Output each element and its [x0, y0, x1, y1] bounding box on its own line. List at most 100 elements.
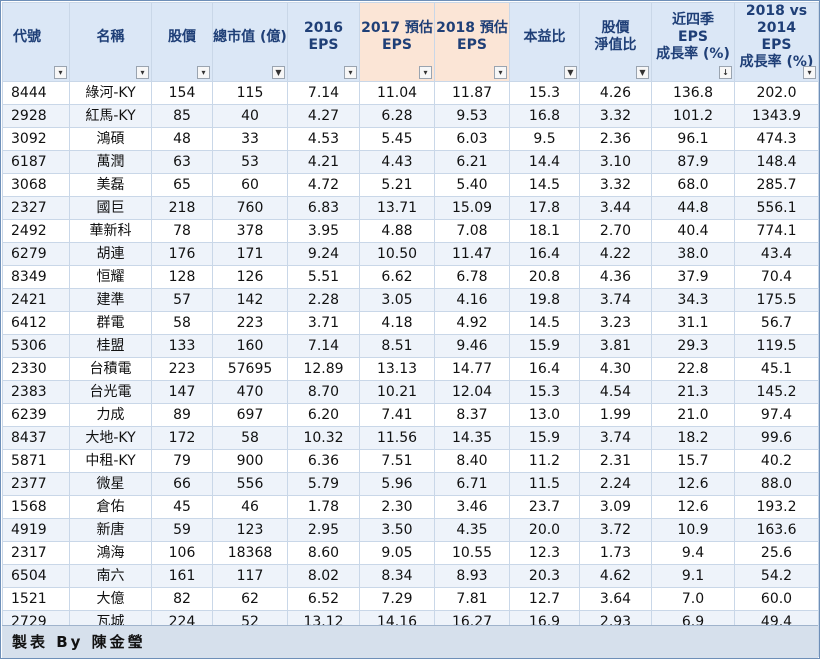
- cell-pb-ratio[interactable]: 4.62: [579, 564, 652, 588]
- table-row[interactable]: 2492 華新科 78 378 3.95 4.88 7.08 18.1 2.70 40.4 774.…: [2, 219, 819, 243]
- cell-eps-2017-est[interactable]: 10.21: [359, 380, 435, 404]
- cell-pb-ratio[interactable]: 2.70: [579, 219, 652, 243]
- cell-price[interactable]: 218: [151, 196, 213, 220]
- cell-pb-ratio[interactable]: 3.09: [579, 495, 652, 519]
- cell-eps-2016[interactable]: 4.53: [287, 127, 360, 151]
- table-row[interactable]: 2317 鴻海 106 18368 8.60 9.05 10.55 12.3 1.73 9.4 25…: [2, 541, 819, 565]
- cell-pb-ratio[interactable]: 3.44: [579, 196, 652, 220]
- cell-eps-growth-2018-vs-2014[interactable]: 1343.9: [734, 104, 819, 128]
- cell-eps-growth-2018-vs-2014[interactable]: 56.7: [734, 311, 819, 335]
- cell-code[interactable]: 6412: [2, 311, 70, 335]
- cell-eps-growth-4q[interactable]: 9.1: [651, 564, 735, 588]
- cell-market-cap[interactable]: 470: [212, 380, 288, 404]
- cell-price[interactable]: 85: [151, 104, 213, 128]
- cell-eps-2017-est[interactable]: 11.56: [359, 426, 435, 450]
- cell-pb-ratio[interactable]: 1.99: [579, 403, 652, 427]
- table-row[interactable]: 3068 美磊 65 60 4.72 5.21 5.40 14.5 3.32 68.0 285.7: [2, 173, 819, 197]
- cell-market-cap[interactable]: 123: [212, 518, 288, 542]
- cell-price[interactable]: 82: [151, 587, 213, 611]
- cell-eps-2018-est[interactable]: 14.77: [434, 357, 510, 381]
- cell-eps-2017-est[interactable]: 8.51: [359, 334, 435, 358]
- cell-eps-growth-2018-vs-2014[interactable]: 25.6: [734, 541, 819, 565]
- cell-market-cap[interactable]: 58: [212, 426, 288, 450]
- table-row[interactable]: 6504 南六 161 117 8.02 8.34 8.93 20.3 4.62 9.1 54.2: [2, 564, 819, 588]
- cell-eps-2016[interactable]: 1.78: [287, 495, 360, 519]
- cell-price[interactable]: 78: [151, 219, 213, 243]
- cell-eps-2016[interactable]: 7.14: [287, 334, 360, 358]
- table-row[interactable]: 1521 大億 82 62 6.52 7.29 7.81 12.7 3.64 7.0 60.0: [2, 587, 819, 611]
- cell-pb-ratio[interactable]: 3.81: [579, 334, 652, 358]
- col-header-eps-2018-est[interactable]: 2018 預估 EPS ▾: [434, 2, 510, 82]
- cell-pe-ratio[interactable]: 14.5: [509, 173, 580, 197]
- cell-price[interactable]: 161: [151, 564, 213, 588]
- cell-eps-2016[interactable]: 6.52: [287, 587, 360, 611]
- cell-price[interactable]: 59: [151, 518, 213, 542]
- cell-price[interactable]: 147: [151, 380, 213, 404]
- cell-eps-2016[interactable]: 2.28: [287, 288, 360, 312]
- cell-market-cap[interactable]: 900: [212, 449, 288, 473]
- cell-eps-growth-2018-vs-2014[interactable]: 285.7: [734, 173, 819, 197]
- cell-eps-2016[interactable]: 8.60: [287, 541, 360, 565]
- cell-pb-ratio[interactable]: 3.23: [579, 311, 652, 335]
- cell-pe-ratio[interactable]: 15.9: [509, 334, 580, 358]
- cell-code[interactable]: 2377: [2, 472, 70, 496]
- cell-pe-ratio[interactable]: 20.8: [509, 265, 580, 289]
- col-header-name[interactable]: 名稱 ▾: [69, 2, 152, 82]
- cell-eps-2016[interactable]: 5.79: [287, 472, 360, 496]
- cell-eps-2018-est[interactable]: 5.40: [434, 173, 510, 197]
- cell-eps-2016[interactable]: 6.83: [287, 196, 360, 220]
- cell-price[interactable]: 66: [151, 472, 213, 496]
- cell-eps-growth-2018-vs-2014[interactable]: 119.5: [734, 334, 819, 358]
- cell-pb-ratio[interactable]: 1.73: [579, 541, 652, 565]
- cell-pe-ratio[interactable]: 20.0: [509, 518, 580, 542]
- cell-name[interactable]: 倉佑: [69, 495, 152, 519]
- cell-price[interactable]: 89: [151, 403, 213, 427]
- col-header-pb-ratio[interactable]: 股價 淨值比 ▼: [579, 2, 652, 82]
- cell-market-cap[interactable]: 18368: [212, 541, 288, 565]
- cell-market-cap[interactable]: 46: [212, 495, 288, 519]
- table-row[interactable]: 2383 台光電 147 470 8.70 10.21 12.04 15.3 4.54 21.3 1…: [2, 380, 819, 404]
- cell-name[interactable]: 南六: [69, 564, 152, 588]
- cell-pe-ratio[interactable]: 16.4: [509, 242, 580, 266]
- cell-code[interactable]: 2928: [2, 104, 70, 128]
- col-header-code[interactable]: 代號 ▾: [2, 2, 70, 82]
- cell-pb-ratio[interactable]: 2.36: [579, 127, 652, 151]
- cell-name[interactable]: 萬潤: [69, 150, 152, 174]
- cell-market-cap[interactable]: 142: [212, 288, 288, 312]
- cell-eps-2017-est[interactable]: 9.05: [359, 541, 435, 565]
- cell-eps-growth-4q[interactable]: 29.3: [651, 334, 735, 358]
- cell-pb-ratio[interactable]: 3.72: [579, 518, 652, 542]
- cell-code[interactable]: 8437: [2, 426, 70, 450]
- cell-name[interactable]: 微星: [69, 472, 152, 496]
- col-header-eps-2016[interactable]: 2016 EPS ▾: [287, 2, 360, 82]
- cell-eps-2018-est[interactable]: 12.04: [434, 380, 510, 404]
- cell-eps-growth-4q[interactable]: 12.6: [651, 495, 735, 519]
- cell-eps-growth-4q[interactable]: 12.6: [651, 472, 735, 496]
- cell-eps-growth-2018-vs-2014[interactable]: 43.4: [734, 242, 819, 266]
- cell-eps-growth-4q[interactable]: 21.0: [651, 403, 735, 427]
- cell-eps-2018-est[interactable]: 6.21: [434, 150, 510, 174]
- cell-pb-ratio[interactable]: 4.26: [579, 81, 652, 105]
- cell-market-cap[interactable]: 126: [212, 265, 288, 289]
- cell-eps-growth-2018-vs-2014[interactable]: 97.4: [734, 403, 819, 427]
- cell-pe-ratio[interactable]: 12.7: [509, 587, 580, 611]
- cell-pe-ratio[interactable]: 11.2: [509, 449, 580, 473]
- cell-eps-growth-4q[interactable]: 68.0: [651, 173, 735, 197]
- col-header-pe-ratio[interactable]: 本益比 ▼: [509, 2, 580, 82]
- cell-pb-ratio[interactable]: 3.74: [579, 288, 652, 312]
- cell-eps-2018-est[interactable]: 9.53: [434, 104, 510, 128]
- cell-eps-growth-2018-vs-2014[interactable]: 45.1: [734, 357, 819, 381]
- cell-eps-2018-est[interactable]: 9.46: [434, 334, 510, 358]
- cell-eps-growth-2018-vs-2014[interactable]: 60.0: [734, 587, 819, 611]
- cell-name[interactable]: 美磊: [69, 173, 152, 197]
- sort-descending-icon[interactable]: ↓: [719, 66, 732, 79]
- cell-price[interactable]: 154: [151, 81, 213, 105]
- cell-eps-growth-4q[interactable]: 40.4: [651, 219, 735, 243]
- cell-pb-ratio[interactable]: 3.74: [579, 426, 652, 450]
- cell-eps-2016[interactable]: 8.70: [287, 380, 360, 404]
- cell-pe-ratio[interactable]: 15.9: [509, 426, 580, 450]
- filter-dropdown-icon[interactable]: ▾: [344, 66, 357, 79]
- cell-market-cap[interactable]: 171: [212, 242, 288, 266]
- cell-eps-growth-4q[interactable]: 18.2: [651, 426, 735, 450]
- table-row[interactable]: 3092 鴻碩 48 33 4.53 5.45 6.03 9.5 2.36 96.1 474.3: [2, 127, 819, 151]
